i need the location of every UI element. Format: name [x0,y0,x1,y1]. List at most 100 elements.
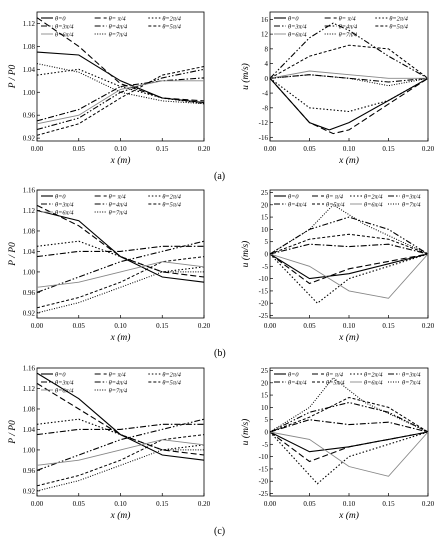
y-tick-label: 1.04 [23,248,36,256]
series-line [269,74,429,83]
legend-label: θ= π/4 [109,372,126,379]
legend-label: θ=3π/4 [55,202,74,209]
series-line [269,431,429,477]
series-line [36,418,205,451]
legend-label: θ=3π/4 [55,24,74,31]
series-line [36,68,205,105]
y-tick-label: -4 [262,90,268,98]
series-line [36,434,205,487]
y-tick-label: -10 [259,275,269,283]
legend-label: θ=2π/4 [162,194,181,201]
legend-label: θ=3π/4 [55,380,74,387]
legend-label: θ=4π/4 [109,202,128,209]
y-tick-label: 16 [261,16,269,24]
legend-label: θ=0 [55,194,66,201]
x-axis-label: x (m) [338,155,359,166]
y-tick-label: -8 [262,104,268,112]
series-line [269,233,429,255]
series-line [36,372,205,461]
legend-label: θ=0 [288,194,299,201]
y-tick-label: 1.16 [23,187,36,195]
y-tick-label: 1.04 [23,426,36,434]
legend-label: θ=6π/4 [55,32,74,39]
legend-label: θ=2π/4 [364,194,383,201]
series-line [269,243,429,255]
legend-label: θ=4π/4 [288,380,307,387]
series-line [36,80,204,125]
series-line [36,418,205,471]
chart-b-right: 0.00 0.05 0.10 0.15 0.20 -25 -20 -15 -10 -5 0 5 10 15… [240,189,435,343]
y-tick-label: 1.12 [23,385,36,393]
legend-label: θ=5π/4 [162,202,181,209]
series-line [269,431,429,453]
y-tick-label: 25 [261,367,269,375]
legend-label: θ=2π/4 [389,16,408,23]
x-tick-label: 0.00 [31,500,44,508]
series-line [269,401,429,433]
y-tick-label: -15 [259,287,269,295]
y-tick-label: 0.96 [23,289,36,297]
legend-label: θ= π/4 [109,194,126,201]
x-axis-label: x (m) [110,155,131,166]
y-tick-label: -5 [262,441,268,449]
chart-c-left: 0.00 0.05 0.10 0.15 0.20 0.92 0.96 1.00 1.04 1.08… [8,365,211,522]
y-tick-label: 0.96 [23,112,36,120]
legend-label: θ=3π/4 [288,24,307,31]
legend-label: θ=0 [288,16,299,23]
x-tick-label: 0.05 [303,322,316,330]
legend-label: θ=2π/4 [364,372,383,379]
legend-label: θ=4π/4 [109,24,128,31]
y-tick-label: 1.08 [23,227,36,235]
series-line [36,240,205,293]
x-tick-label: 0.00 [264,500,277,508]
y-axis-label: P / P0 [8,242,18,267]
series-line [269,253,429,304]
x-tick-label: 0.15 [156,500,169,508]
series-line [36,209,205,283]
y-axis-label: u (m/s) [240,419,251,446]
legend-label: θ=7π/4 [109,32,128,39]
y-tick-label: 25 [261,189,269,197]
legend-label: θ=3π/4 [402,194,421,201]
y-tick-label: 20 [261,379,269,387]
x-tick-label: 0.05 [303,500,316,508]
x-tick-label: 0.20 [198,500,211,508]
x-axis-label: x (m) [338,510,359,521]
y-tick-label: -15 [259,465,269,473]
y-tick-label: 0.96 [23,467,36,475]
series-line [269,70,428,79]
y-tick-label: 5 [265,238,269,246]
legend-label: θ=7π/4 [402,202,421,209]
y-axis-label: u (m/s) [240,63,251,90]
legend-label: θ=3π/4 [402,372,421,379]
x-tick-label: 0.10 [114,322,127,330]
y-tick-label: 15 [261,214,269,222]
plot-frame [269,367,429,497]
legend-label: θ=0 [288,372,299,379]
x-tick-label: 0.15 [156,322,169,330]
legend-label: θ=6π/4 [364,380,383,387]
y-tick-label: 4 [265,60,269,68]
series-line [36,439,205,466]
x-tick-label: 0.10 [114,500,127,508]
chart-b-left: 0.00 0.05 0.10 0.15 0.20 0.92 0.96 1.00 1.04 1.08… [8,187,211,344]
x-tick-label: 0.05 [73,145,86,153]
y-tick-label: -25 [259,312,269,320]
legend-label: θ= π/4 [326,194,343,201]
series-line [269,216,429,255]
legend-label: θ=4π/4 [339,24,358,31]
y-tick-label: 5 [265,416,269,424]
chart-c-right: 0.00 0.05 0.10 0.15 0.20 -25 -20 -15 -10 -5 0 5 10 15… [240,367,435,521]
x-tick-label: 0.10 [343,145,356,153]
series-line [269,396,429,433]
series-line [36,77,205,122]
series-line [36,449,204,492]
y-tick-label: 1.12 [23,20,36,28]
legend-label: θ=7π/4 [109,388,128,395]
legend-label: θ=5π/4 [326,202,345,209]
x-tick-label: 0.20 [198,322,211,330]
legend-label: θ=0 [55,372,66,379]
x-tick-label: 0.15 [382,500,395,508]
legend-label: θ=5π/4 [162,24,181,31]
